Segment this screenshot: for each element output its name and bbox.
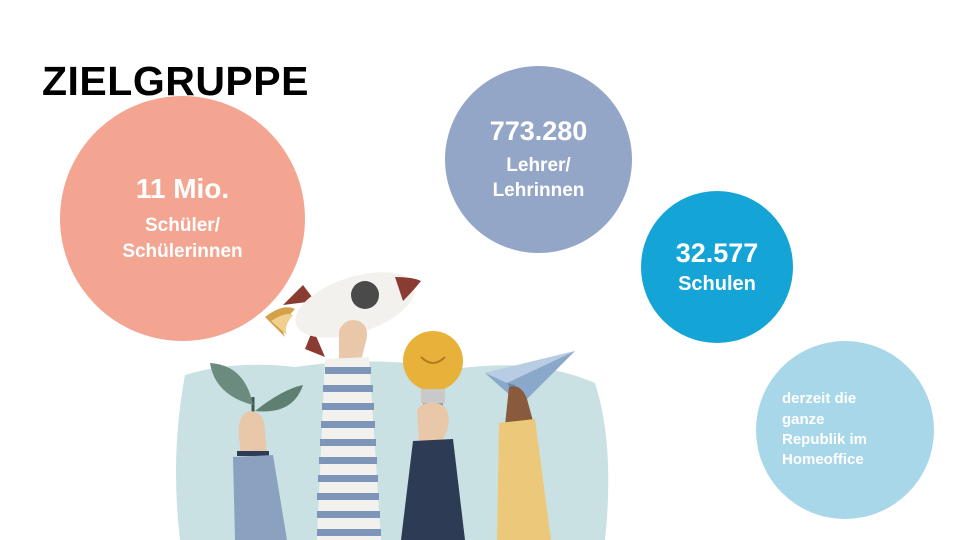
- plant-sleeve: [233, 455, 287, 540]
- schools-label: Schulen: [678, 273, 756, 295]
- rocket-hand: [339, 320, 367, 361]
- stat-bubble-teachers: 773.280 Lehrer/ Lehrinnen: [445, 66, 632, 253]
- mustard-sleeve: [497, 419, 551, 540]
- teachers-label: Lehrer/ Lehrinnen: [492, 154, 585, 201]
- bulb-hand: [417, 402, 449, 443]
- students-label: Schüler/ Schülerinnen: [122, 215, 243, 262]
- slide-title: ZIELGRUPPE: [42, 58, 309, 104]
- navy-sleeve: [401, 439, 465, 540]
- schools-count: 32.577: [675, 238, 759, 268]
- students-count: 11 Mio.: [135, 173, 230, 205]
- homeoffice-label: derzeit die ganze Republik im Homeoffice: [782, 390, 868, 469]
- stat-bubble-schools: 32.577 Schulen: [641, 191, 793, 343]
- raised-hands-illustration: [176, 272, 609, 540]
- teachers-count: 773.280: [489, 115, 588, 146]
- plane-hand: [505, 386, 533, 425]
- stat-bubble-homeoffice: derzeit die ganze Republik im Homeoffice: [756, 341, 934, 519]
- rocket-icon: [265, 272, 421, 357]
- stat-bubble-students: 11 Mio. Schüler/ Schülerinnen: [60, 96, 305, 341]
- plant-hand: [238, 411, 267, 455]
